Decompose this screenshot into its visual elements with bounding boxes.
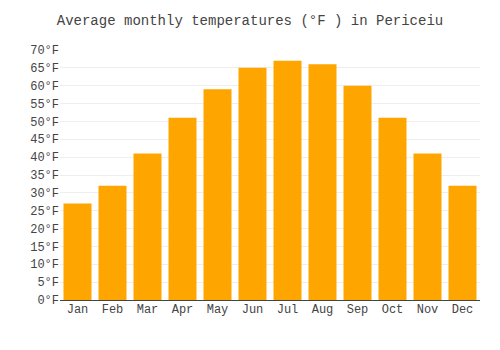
svg-text:5°F: 5°F	[37, 276, 59, 290]
svg-text:30°F: 30°F	[30, 187, 59, 201]
svg-text:Nov: Nov	[417, 303, 439, 317]
svg-text:Jun: Jun	[242, 303, 264, 317]
svg-text:60°F: 60°F	[30, 80, 59, 94]
svg-text:70°F: 70°F	[30, 44, 59, 58]
svg-text:May: May	[207, 303, 229, 317]
svg-text:0°F: 0°F	[37, 294, 59, 308]
svg-text:Oct: Oct	[382, 303, 404, 317]
svg-text:15°F: 15°F	[30, 241, 59, 255]
svg-text:Feb: Feb	[102, 303, 124, 317]
svg-text:50°F: 50°F	[30, 116, 59, 130]
svg-text:25°F: 25°F	[30, 205, 59, 219]
svg-text:Sep: Sep	[347, 303, 369, 317]
svg-text:55°F: 55°F	[30, 98, 59, 112]
svg-text:Jan: Jan	[67, 303, 89, 317]
svg-text:Average monthly temperatures (: Average monthly temperatures (°F ) in Pe…	[57, 13, 443, 29]
svg-text:45°F: 45°F	[30, 133, 59, 147]
svg-text:65°F: 65°F	[30, 62, 59, 76]
svg-text:10°F: 10°F	[30, 258, 59, 272]
svg-text:Apr: Apr	[172, 303, 194, 317]
svg-text:Dec: Dec	[452, 303, 474, 317]
svg-text:35°F: 35°F	[30, 169, 59, 183]
svg-text:40°F: 40°F	[30, 151, 59, 165]
svg-text:Mar: Mar	[137, 303, 159, 317]
svg-text:Jul: Jul	[277, 303, 299, 317]
svg-text:20°F: 20°F	[30, 223, 59, 237]
svg-text:Aug: Aug	[312, 303, 334, 317]
